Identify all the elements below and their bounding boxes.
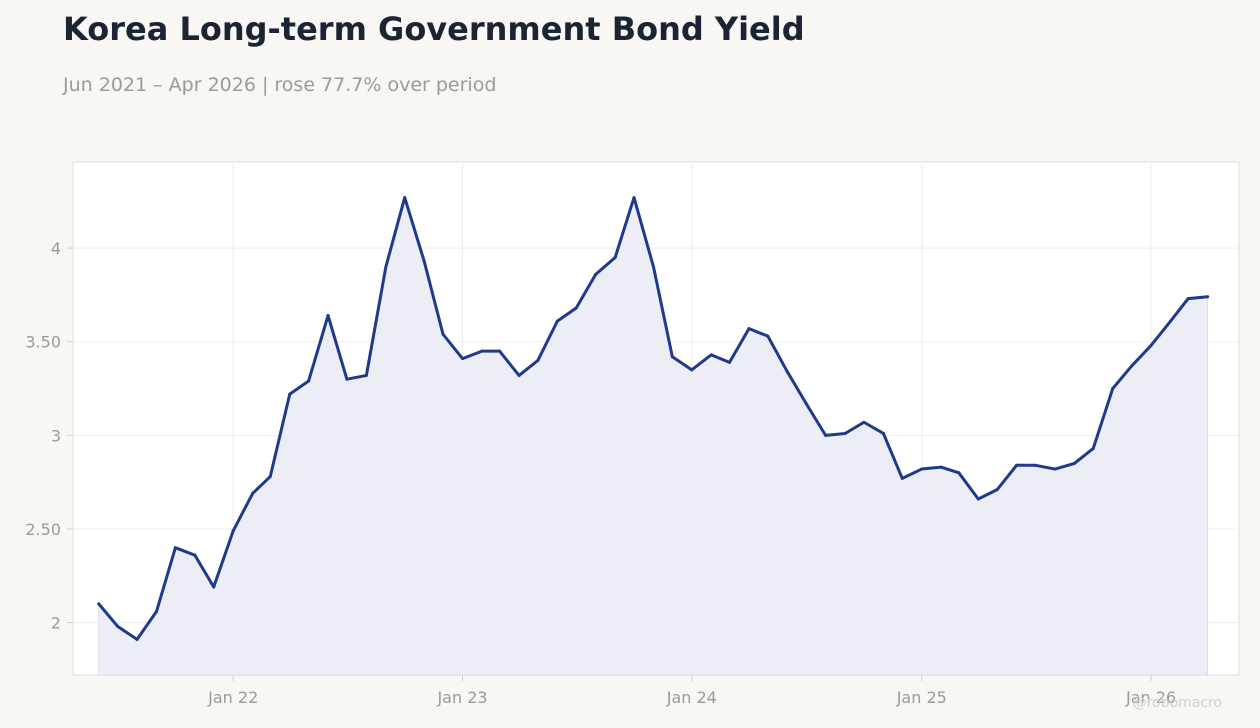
data-point <box>881 431 885 435</box>
data-point <box>536 358 540 362</box>
data-point <box>785 370 789 374</box>
x-tick-label: Jan 26 <box>1125 688 1176 707</box>
data-point <box>173 546 177 550</box>
data-point <box>1130 364 1134 368</box>
x-tick-label: Jan 22 <box>207 688 258 707</box>
x-tick-label: Jan 24 <box>666 688 717 707</box>
data-point <box>1091 446 1095 450</box>
data-point <box>288 392 292 396</box>
data-point <box>193 553 197 557</box>
data-point <box>155 609 159 613</box>
data-point <box>1072 461 1076 465</box>
data-point <box>747 327 751 331</box>
data-point <box>345 377 349 381</box>
chart-subtitle: Jun 2021 – Apr 2026 | rose 77.7% over pe… <box>63 74 497 96</box>
data-point <box>1111 387 1115 391</box>
data-point <box>116 624 120 628</box>
data-point <box>555 319 559 323</box>
data-point <box>957 471 961 475</box>
data-point <box>307 379 311 383</box>
data-point <box>97 602 101 606</box>
data-point <box>920 467 924 471</box>
data-point <box>613 255 617 259</box>
data-point <box>498 349 502 353</box>
data-point <box>441 332 445 336</box>
data-point <box>728 360 731 364</box>
data-point <box>766 334 770 338</box>
data-point <box>651 265 655 269</box>
y-tick-label: 3 <box>51 426 61 445</box>
chart-title: Korea Long-term Government Bond Yield <box>63 10 805 48</box>
y-tick-label: 2.50 <box>25 520 61 539</box>
data-point <box>461 357 464 361</box>
data-point <box>480 349 484 353</box>
data-point <box>594 272 598 276</box>
data-point <box>976 497 980 501</box>
data-point <box>135 637 139 641</box>
data-point <box>251 491 255 495</box>
data-point <box>862 420 866 424</box>
data-point <box>709 353 713 357</box>
data-point <box>939 465 943 469</box>
data-point <box>1015 463 1019 467</box>
data-point <box>364 373 368 377</box>
data-point <box>1053 467 1057 471</box>
watermark: @robomacro <box>1132 695 1222 711</box>
data-point <box>422 259 426 263</box>
axis-labels: 2 2.50 3 3.50 4 Jan 22 Jan 23 Jan 24 Jan 25 Jan 2… <box>25 239 1176 707</box>
series-layer <box>97 195 1210 676</box>
data-point <box>574 306 578 310</box>
data-point <box>690 368 694 372</box>
x-tick-label: Jan 23 <box>436 688 487 707</box>
data-point <box>517 373 521 377</box>
data-point <box>403 196 407 200</box>
data-point <box>824 433 828 437</box>
data-point <box>1206 295 1210 299</box>
x-tick-label: Jan 25 <box>896 688 947 707</box>
data-point <box>843 431 847 435</box>
data-point <box>804 402 808 406</box>
y-tick-label: 2 <box>51 614 61 633</box>
data-point <box>900 476 904 480</box>
data-point <box>268 475 272 479</box>
data-point <box>1149 343 1153 347</box>
data-point <box>384 265 388 269</box>
data-point <box>326 314 330 318</box>
data-point <box>995 488 999 492</box>
data-point <box>1186 297 1190 301</box>
data-point <box>632 196 636 200</box>
y-tick-label: 4 <box>51 239 61 258</box>
y-tick-label: 3.50 <box>25 333 61 352</box>
data-point <box>212 585 216 589</box>
data-point <box>1169 319 1173 323</box>
data-point <box>1033 463 1037 467</box>
data-point <box>231 529 235 533</box>
data-point <box>670 355 674 359</box>
